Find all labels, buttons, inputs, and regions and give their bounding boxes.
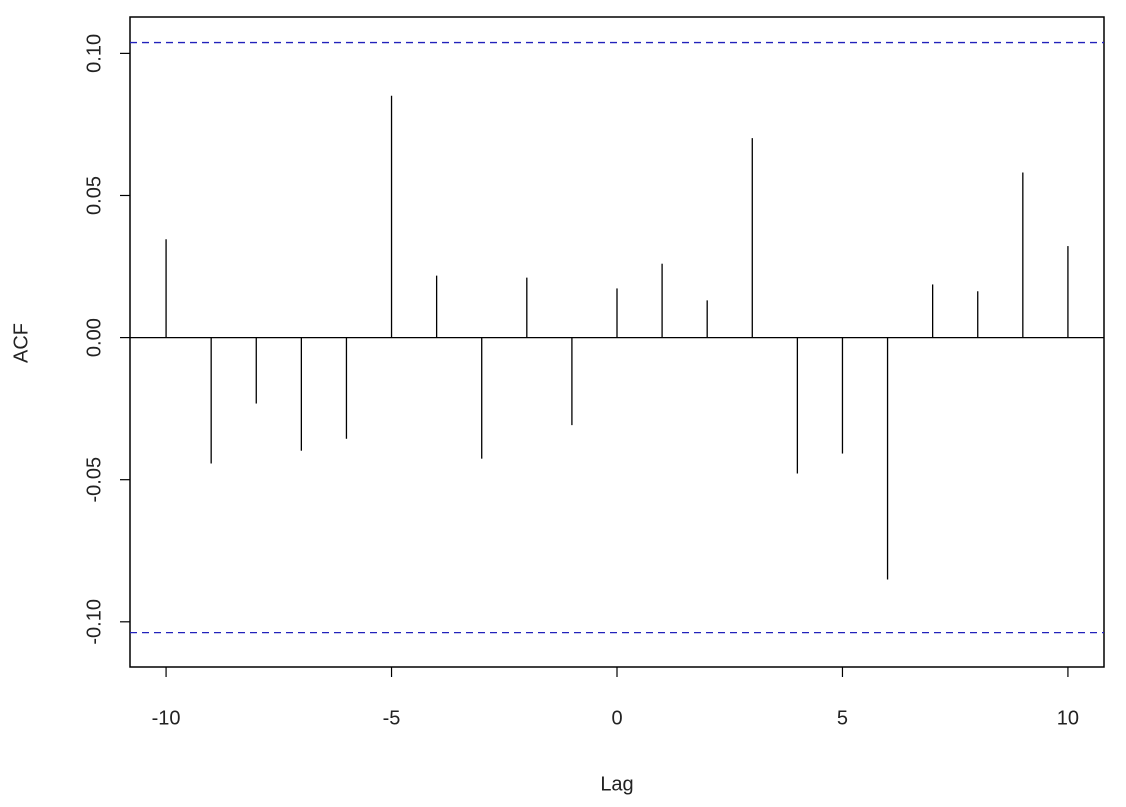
y-axis-label: ACF bbox=[10, 323, 32, 363]
y-tick-label: 0.10 bbox=[83, 34, 105, 73]
x-tick-label: -10 bbox=[152, 707, 181, 729]
x-axis-label: Lag bbox=[600, 773, 633, 795]
y-tick-label: 0.05 bbox=[83, 176, 105, 215]
y-tick-label: -0.10 bbox=[83, 599, 105, 645]
plot-frame bbox=[129, 16, 1105, 668]
x-tick-label: 10 bbox=[1057, 707, 1079, 729]
y-tick-label: -0.05 bbox=[83, 457, 105, 503]
x-tick-label: 0 bbox=[611, 707, 622, 729]
y-tick-label: 0.00 bbox=[83, 318, 105, 357]
x-tick-label: 5 bbox=[837, 707, 848, 729]
x-tick-label: -5 bbox=[383, 707, 401, 729]
